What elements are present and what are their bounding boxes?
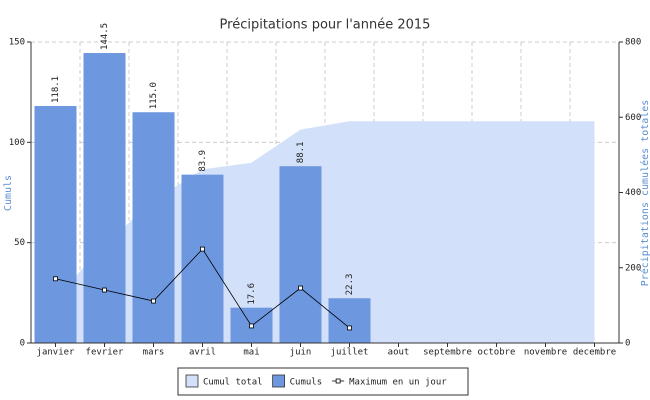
line-marker <box>249 323 254 329</box>
x-tick-label: novembre <box>524 348 567 358</box>
legend-swatch <box>272 374 286 388</box>
x-tick-label: aout <box>388 348 410 358</box>
legend-swatch <box>185 374 199 388</box>
value-label: 115.0 <box>149 82 159 109</box>
value-label: 83.9 <box>198 150 208 172</box>
y-tick-label: 0 <box>20 339 25 349</box>
x-tick-label: septembre <box>423 348 472 358</box>
y-tick-label: 150 <box>9 38 25 48</box>
bar <box>279 166 322 343</box>
line-marker <box>347 325 352 331</box>
y2-tick-label: 0 <box>625 339 630 349</box>
x-tick-label: fevrier <box>86 348 125 358</box>
x-tick-label: mai <box>243 348 259 358</box>
y2-axis-label: Précipitations cumulées totales <box>639 100 650 287</box>
y2-tick-label: 800 <box>625 38 641 48</box>
bar <box>181 174 224 343</box>
value-label: 17.6 <box>247 283 257 305</box>
bar <box>83 53 126 343</box>
value-label: 22.3 <box>345 274 355 296</box>
line-marker <box>151 298 156 304</box>
x-tick-label: janvier <box>37 348 76 358</box>
value-label: 88.1 <box>296 142 306 164</box>
y-tick-label: 50 <box>14 238 25 248</box>
legend-box <box>177 367 469 396</box>
line-marker <box>298 285 303 291</box>
legend-label: Cumul total <box>203 378 263 388</box>
y2-tick-label: 600 <box>625 113 641 123</box>
bar <box>328 298 371 343</box>
bar <box>34 106 77 343</box>
y-axis-label: Cumuls <box>3 175 14 211</box>
x-tick-label: decembre <box>573 348 616 358</box>
line-marker <box>200 246 205 252</box>
bar <box>132 112 175 343</box>
chart-title: Précipitations pour l'année 2015 <box>220 18 431 33</box>
legend-swatch <box>335 378 341 384</box>
x-tick-label: juin <box>290 348 312 358</box>
y2-tick-label: 400 <box>625 188 641 198</box>
value-label: 144.5 <box>100 23 110 50</box>
line-marker <box>53 276 58 282</box>
y2-tick-label: 200 <box>625 263 641 273</box>
line-marker <box>102 287 107 293</box>
x-tick-label: juillet <box>331 348 369 358</box>
x-tick-label: octobre <box>478 348 516 358</box>
x-tick-label: mars <box>143 348 165 358</box>
value-label: 118.1 <box>51 76 61 103</box>
legend-label: Cumuls <box>290 378 323 388</box>
legend-label: Maximum en un jour <box>349 378 447 388</box>
x-tick-label: avril <box>189 348 216 358</box>
y-tick-label: 100 <box>9 138 25 148</box>
